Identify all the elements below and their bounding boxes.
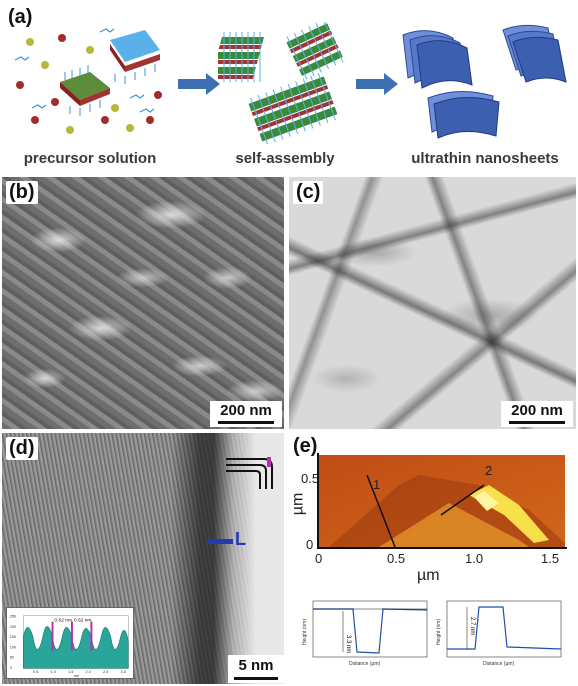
panel-c-tem-image: (c) 200 nm [289, 177, 576, 429]
profile-1-y-label: Height (nm) [302, 619, 308, 645]
afm-x-label: µm [417, 567, 440, 584]
profile-2-y-label: Height (nm) [436, 619, 442, 645]
step-label-self-assembly: self-assembly [235, 150, 335, 167]
panel-d-hrtem-image: (d) L 250 200 150 100 50 0 0.5 1.0 1.5 2.0 2.5 3.0… [2, 433, 284, 684]
stacked-layers-left [218, 32, 264, 82]
panel-c-scalebar: 200 nm [501, 401, 573, 427]
panel-b-scale-label: 200 nm [220, 402, 272, 419]
panel-d-tag: (d) [6, 437, 38, 460]
self-assembly-illustration [218, 22, 344, 144]
panel-d-scale-label: 5 nm [238, 657, 274, 674]
profile-2-x-label: Distance (µm) [483, 661, 515, 667]
panel-b-scalebar: 200 nm [210, 401, 282, 427]
panel-b-sem-image: (b) 200 nm [2, 177, 284, 429]
panel-b-tag: (b) [6, 181, 38, 204]
inset-x-tick: 2.5 [103, 669, 108, 674]
inset-y-tick: 0 [10, 665, 12, 670]
surfactant-molecules [14, 28, 155, 113]
inset-x-tick: 1.5 [68, 669, 73, 674]
precursor-solution-illustration [14, 28, 162, 134]
precursor-layered-block [110, 30, 160, 84]
inset-spacing-label: 0.62 nm [54, 618, 72, 624]
stacked-layers-right [286, 22, 344, 80]
panel-a: (a) [0, 0, 578, 172]
inset-x-tick: 3.0 [121, 669, 126, 674]
panel-e-tag: (e) [293, 435, 318, 457]
profile-1-x-label: Distance (µm) [349, 661, 381, 667]
afm-x-axis [317, 547, 567, 549]
profile-line-label-2: 2 [485, 463, 493, 478]
inset-y-tick: 100 [10, 644, 16, 649]
profile-line-label-1: 1 [373, 477, 381, 492]
panel-c-scale-label: 200 nm [511, 402, 563, 419]
panel-d-inset-profile: 250 200 150 100 50 0 0.5 1.0 1.5 2.0 2.5 3.0 0.62 … [6, 607, 134, 679]
afm-y-label: µm [289, 492, 307, 516]
height-profile-2: 2.7 nm Distance (µm) Height (nm) [436, 600, 562, 667]
inset-y-tick: 200 [10, 624, 16, 629]
panel-b-scale-line [218, 421, 274, 424]
panel-d-scalebar: 5 nm [228, 655, 284, 683]
inset-x-tick: 1.0 [51, 669, 56, 674]
afm-y-tick: 0.5 [301, 471, 320, 486]
afm-y-tick: 0 [306, 537, 314, 552]
precursor-ions [16, 34, 162, 134]
ultrathin-nanosheets-illustration [402, 24, 567, 139]
inset-y-tick: 50 [10, 655, 14, 660]
afm-x-tick: 0.5 [387, 551, 406, 566]
layer-marker-bar [207, 539, 233, 544]
afm-height-map [319, 455, 565, 547]
panel-c-scale-line [509, 421, 565, 424]
panel-e: (e) 1 2 0.5 0 µm 0 0.5 1.0 1.5 µm 3.3 nm… [289, 433, 576, 684]
panel-d-scale-line [234, 677, 278, 680]
layer-label: L [235, 529, 246, 549]
layer-schematic-icon [226, 457, 273, 489]
nanosheet-stack-3 [427, 90, 500, 139]
profile-1-height-label: 3.3 nm [345, 635, 351, 653]
afm-x-tick: 0 [315, 551, 323, 566]
inset-spacing-label: 0.62 nm [74, 618, 92, 624]
nanosheet-stack-1 [402, 30, 473, 89]
inset-y-tick: 150 [10, 634, 16, 639]
inset-x-tick: 2.0 [86, 669, 91, 674]
nanosheet-stack-2 [502, 24, 567, 83]
panel-c-tag: (c) [293, 181, 324, 204]
inset-x-unit: nm [74, 673, 79, 678]
step-label-precursor: precursor solution [23, 150, 157, 167]
height-profile-1: 3.3 nm Distance (µm) Height (nm) [302, 600, 428, 667]
arrow-right-icon [356, 73, 398, 95]
inset-y-tick: 250 [10, 614, 16, 619]
stacked-layers-bottom [248, 73, 338, 144]
step-label-nanosheets: ultrathin nanosheets [411, 150, 559, 167]
panel-a-tag: (a) [8, 6, 33, 28]
precursor-cluster [60, 65, 110, 116]
afm-x-tick: 1.0 [465, 551, 484, 566]
arrow-right-icon [178, 73, 220, 95]
inset-x-tick: 0.5 [33, 669, 38, 674]
profile-2-height-label: 2.7 nm [469, 617, 475, 635]
afm-y-axis [317, 453, 319, 549]
afm-x-tick: 1.5 [541, 551, 560, 566]
